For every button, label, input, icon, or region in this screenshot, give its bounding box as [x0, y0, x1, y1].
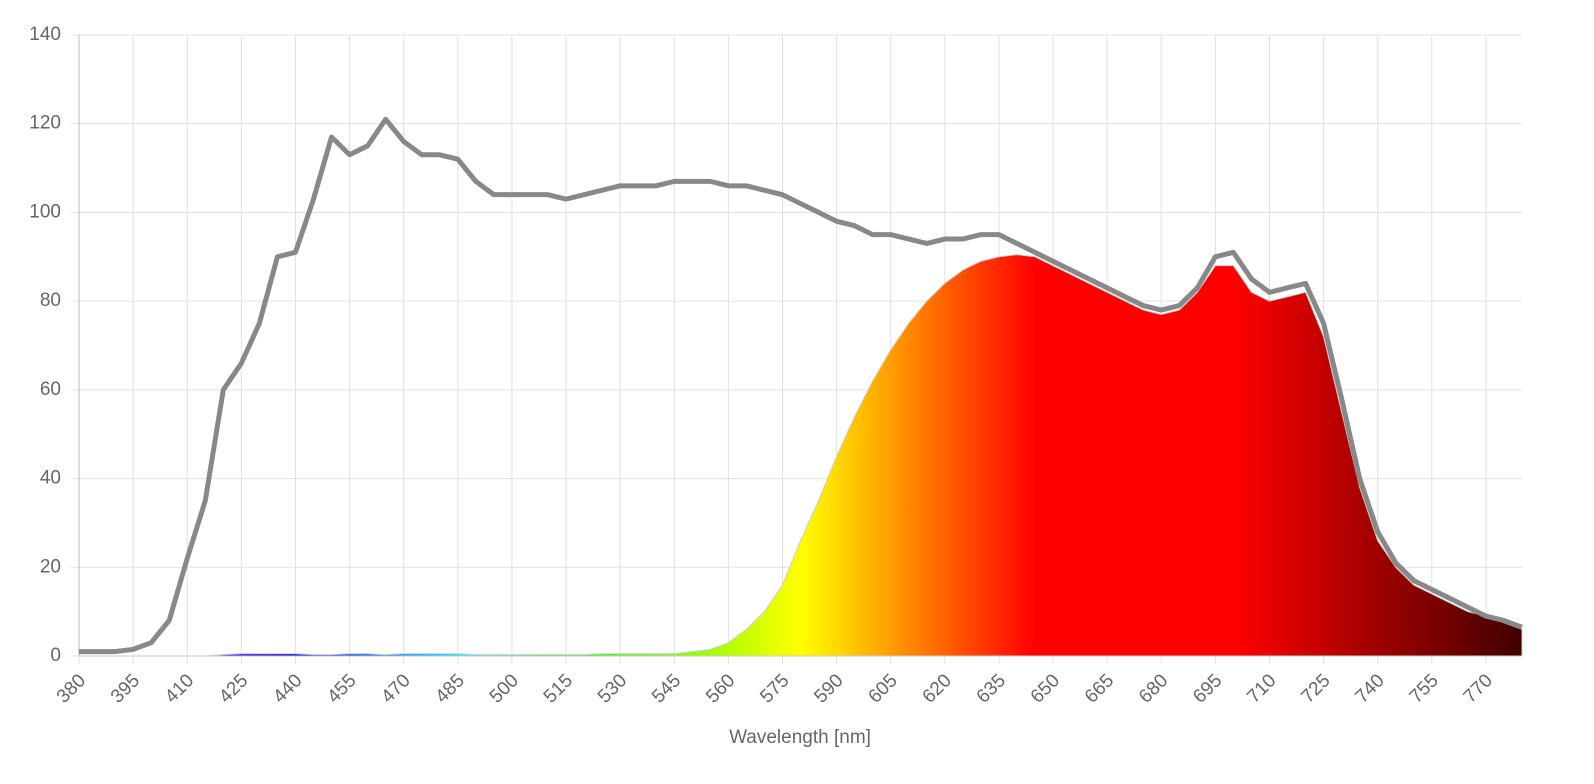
y-tick-label: 140 — [29, 24, 61, 45]
x-tick-label: 440 — [269, 670, 306, 707]
x-tick-label: 455 — [323, 670, 360, 707]
x-tick-label: 380 — [53, 670, 90, 707]
x-tick-label: 590 — [810, 670, 847, 707]
x-tick-label: 725 — [1297, 670, 1334, 707]
x-tick-label: 635 — [973, 670, 1010, 707]
x-tick-label: 605 — [865, 670, 902, 707]
y-tick-label: 0 — [50, 645, 61, 666]
y-tick-label: 20 — [40, 556, 61, 577]
x-axis-label: Wavelength [nm] — [729, 727, 871, 748]
x-tick-label: 560 — [702, 670, 739, 707]
x-tick-label: 695 — [1189, 670, 1226, 707]
x-tick-label: 530 — [594, 670, 631, 707]
x-tick-label: 770 — [1460, 670, 1497, 707]
x-tick-label: 395 — [107, 670, 144, 707]
x-tick-label: 485 — [432, 670, 469, 707]
x-tick-label: 710 — [1243, 670, 1280, 707]
spectrum-area — [79, 254, 1523, 657]
x-tick-label: 680 — [1135, 670, 1172, 707]
x-tick-label: 575 — [756, 670, 793, 707]
x-tick-label: 740 — [1352, 670, 1389, 707]
x-tick-label: 410 — [161, 670, 198, 707]
x-tick-label: 620 — [919, 670, 956, 707]
x-tick-label: 500 — [486, 670, 523, 707]
x-tick-label: 665 — [1081, 670, 1118, 707]
x-tick-label: 650 — [1027, 670, 1064, 707]
x-tick-label: 545 — [648, 670, 685, 707]
x-tick-label: 755 — [1406, 670, 1443, 707]
x-tick-label: 515 — [540, 670, 577, 707]
y-tick-label: 100 — [29, 201, 61, 222]
y-tick-label: 80 — [40, 290, 61, 311]
y-tick-label: 40 — [40, 468, 61, 489]
x-tick-label: 470 — [377, 670, 414, 707]
y-tick-label: 120 — [29, 113, 61, 134]
x-tick-label: 425 — [215, 670, 252, 707]
spectrum-line — [79, 116, 1523, 655]
y-tick-label: 60 — [40, 379, 61, 400]
